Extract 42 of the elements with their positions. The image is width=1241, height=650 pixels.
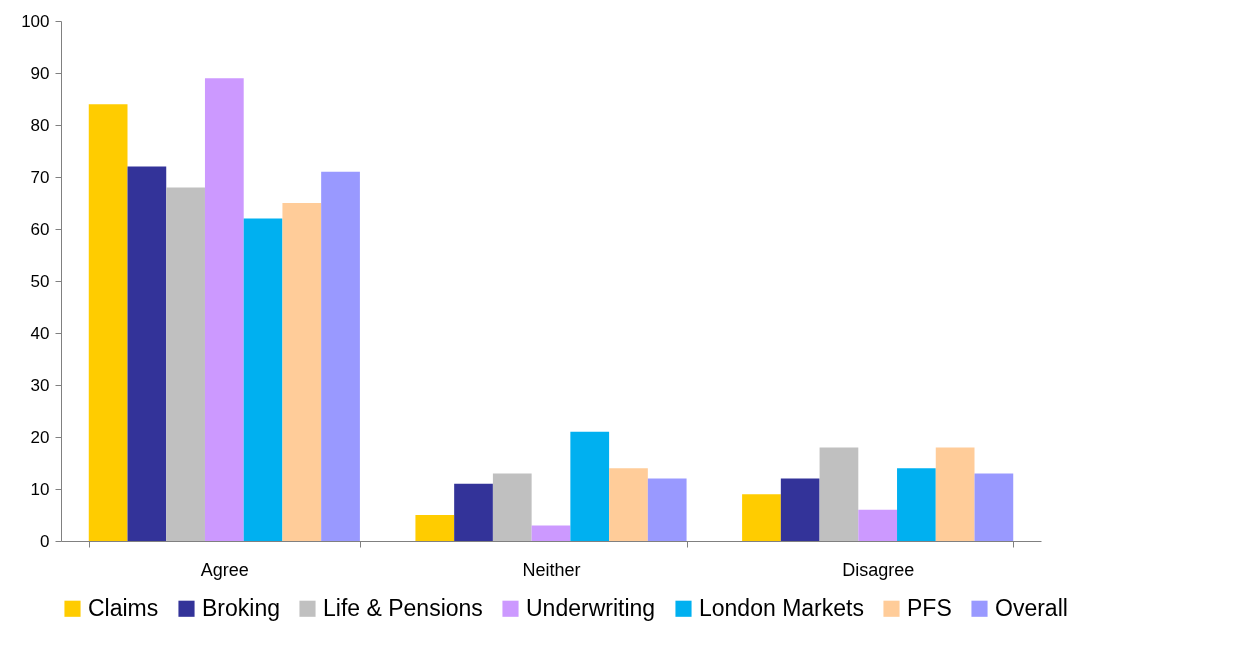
y-tick-label: 10 xyxy=(30,479,50,499)
bar xyxy=(127,166,167,541)
bar xyxy=(531,525,571,541)
y-tick-label: 40 xyxy=(30,323,50,343)
x-tick-label: Agree xyxy=(200,559,249,580)
legend-label: Underwriting xyxy=(526,594,656,621)
bar xyxy=(166,187,205,541)
y-tick-label: 100 xyxy=(21,11,50,31)
bar xyxy=(88,104,128,541)
bar xyxy=(454,483,493,541)
bar xyxy=(897,468,936,541)
bar xyxy=(492,473,532,541)
y-tick-label: 90 xyxy=(30,63,50,83)
y-tick-label: 80 xyxy=(30,115,50,135)
legend-label: Life & Pensions xyxy=(323,594,483,621)
legend-label: London Markets xyxy=(699,594,864,621)
y-tick-label: 20 xyxy=(30,427,50,447)
bar xyxy=(974,473,1014,541)
bar xyxy=(609,468,648,541)
bar xyxy=(570,431,610,541)
bar xyxy=(243,218,283,541)
bar xyxy=(819,447,859,541)
bar xyxy=(415,515,455,541)
bar xyxy=(858,509,898,541)
y-tick-label: 30 xyxy=(30,375,50,395)
y-tick-label: 60 xyxy=(30,219,50,239)
bar xyxy=(282,203,322,541)
y-tick-label: 50 xyxy=(30,271,50,291)
x-tick-label: Neither xyxy=(522,559,581,580)
bar xyxy=(321,171,360,541)
legend-label: Broking xyxy=(202,594,280,621)
y-tick-label: 70 xyxy=(30,167,50,187)
legend-label: PFS xyxy=(907,594,952,621)
bar xyxy=(204,78,244,541)
bar xyxy=(647,478,687,541)
y-tick-label: 0 xyxy=(40,531,50,551)
legend-label: Claims xyxy=(88,594,159,621)
bar xyxy=(742,494,781,541)
bar xyxy=(935,447,975,541)
x-tick-label: Disagree xyxy=(842,559,915,580)
bar xyxy=(780,478,820,541)
legend-label: Overall xyxy=(995,594,1068,621)
